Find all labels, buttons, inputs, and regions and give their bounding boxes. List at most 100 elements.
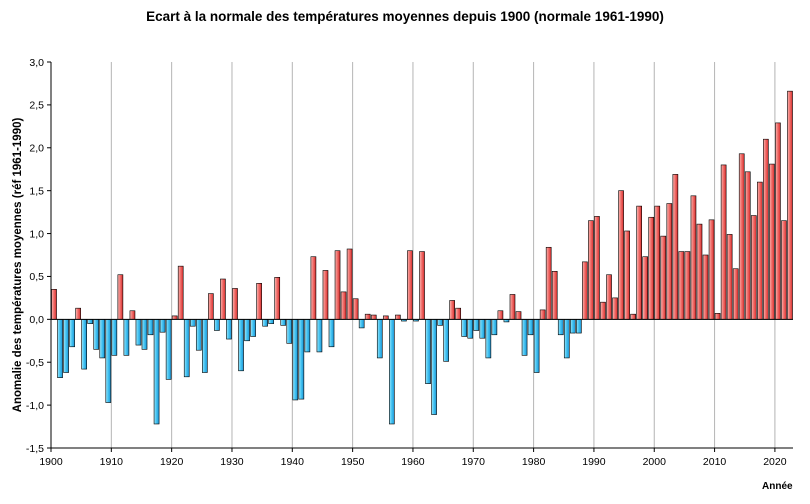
bar-2000	[654, 205, 661, 320]
bar-2021	[781, 220, 787, 320]
bar-1935	[262, 319, 268, 327]
y-ticks: -1,5 -1,0 -0,5 0,0 0,5 1,0 1,5 2,0 2,5 3,0	[26, 57, 51, 455]
bar-1946	[328, 319, 335, 348]
x-tick-label: 2020	[763, 456, 787, 468]
bars	[51, 90, 793, 425]
bar-1947	[334, 250, 341, 320]
bar-1937	[274, 277, 281, 320]
bar-1914	[135, 319, 142, 346]
bar-1980	[533, 319, 540, 373]
y-tick-label: 0,0	[29, 314, 44, 326]
bar-2014	[738, 153, 745, 320]
bar-2011	[720, 164, 727, 320]
bar-1955	[382, 315, 389, 320]
bar-2005	[684, 251, 691, 320]
bar-1987	[576, 319, 582, 334]
x-tick-label: 1930	[220, 456, 244, 468]
bar-1908	[99, 319, 106, 359]
bar-1992	[606, 274, 612, 320]
bar-2017	[757, 181, 763, 320]
bar-1952	[364, 313, 371, 320]
bar-1930	[232, 288, 238, 320]
y-tick-label: 0,5	[29, 271, 44, 283]
bar-1901	[57, 319, 63, 378]
bar-1910	[111, 319, 118, 356]
y-tick-label: -1,5	[26, 443, 44, 455]
bar-1913	[129, 310, 136, 320]
bar-1929	[226, 319, 232, 340]
bar-1968	[461, 319, 468, 337]
bar-1996	[630, 313, 636, 320]
bar-1959	[407, 250, 413, 320]
bar-2002	[666, 203, 673, 320]
bar-1940	[292, 319, 299, 401]
y-tick-label: -1,0	[26, 400, 44, 412]
bar-1924	[195, 319, 202, 351]
bar-1971	[479, 319, 486, 339]
bar-1973	[491, 319, 498, 336]
bar-1974	[497, 310, 504, 320]
bar-1982	[545, 246, 552, 320]
bar-1909	[105, 319, 112, 403]
bar-1942	[304, 319, 311, 353]
bar-1965	[443, 319, 449, 362]
bar-1957	[395, 314, 401, 320]
bar-1977	[515, 311, 522, 320]
bar-1984	[557, 319, 564, 336]
x-tick-label: 1940	[281, 456, 305, 468]
bar-1961	[419, 251, 425, 320]
bar-1964	[437, 319, 443, 326]
x-ticks: 1900 1910 1920 1930 1940 1950 1960 1970 1980 1990…	[39, 448, 787, 468]
x-tick-label: 1990	[582, 456, 606, 468]
bar-1923	[189, 319, 196, 327]
bar-1948	[340, 291, 347, 320]
bar-1989	[588, 220, 594, 320]
bar-1995	[624, 230, 630, 320]
bar-1945	[322, 270, 329, 320]
bar-1962	[425, 319, 431, 384]
x-tick-label: 2000	[643, 456, 667, 468]
bar-1999	[648, 216, 655, 320]
bar-1993	[612, 297, 618, 320]
bar-1906	[87, 319, 94, 324]
bar-1944	[316, 319, 323, 353]
bar-1907	[93, 319, 100, 350]
x-tick-label: 1910	[100, 456, 124, 468]
bar-1918	[159, 319, 166, 333]
x-tick-label: 1960	[401, 456, 425, 468]
x-tick-label: 1970	[462, 456, 486, 468]
bar-1954	[376, 319, 383, 359]
chart-title: Ecart à la normale des températures moye…	[146, 9, 664, 24]
x-axis-label: Année	[762, 481, 793, 492]
bar-1981	[539, 309, 546, 320]
bar-1990	[594, 216, 600, 320]
y-tick-label: 1,0	[29, 228, 44, 240]
bar-1985	[563, 319, 570, 359]
bar-1988	[582, 261, 588, 320]
bar-1920	[171, 315, 178, 320]
x-tick-label: 2010	[703, 456, 727, 468]
bar-1916	[147, 319, 154, 336]
bar-1927	[214, 319, 220, 331]
bar-1998	[642, 256, 649, 320]
bar-1926	[208, 293, 214, 320]
bar-1941	[298, 319, 305, 400]
x-tick-label: 1920	[160, 456, 184, 468]
bar-1921	[177, 265, 184, 320]
bar-1900	[51, 289, 57, 320]
bar-1911	[117, 274, 124, 320]
bar-2006	[690, 195, 697, 320]
bar-1967	[455, 307, 462, 320]
x-tick-label: 1950	[341, 456, 365, 468]
bar-1928	[220, 278, 226, 320]
bar-1938	[280, 319, 287, 326]
bar-2003	[672, 174, 679, 320]
y-tick-label: 3,0	[29, 57, 44, 69]
bar-1922	[183, 319, 190, 378]
bar-1934	[256, 283, 262, 320]
bar-1903	[69, 319, 75, 348]
bar-1939	[286, 319, 293, 344]
bar-2009	[708, 219, 715, 320]
bar-1994	[618, 190, 624, 320]
